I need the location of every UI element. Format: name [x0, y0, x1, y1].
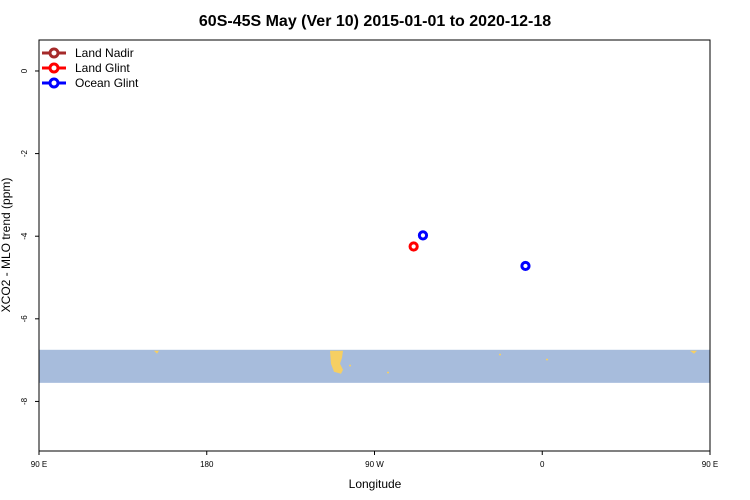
legend-item: Land Nadir	[42, 46, 134, 60]
x-tick-label: 90 E	[702, 460, 718, 469]
island	[349, 364, 351, 367]
x-tick-label: 180	[200, 460, 214, 469]
island	[499, 353, 501, 356]
chart-title: 60S-45S May (Ver 10) 2015-01-01 to 2020-…	[199, 13, 551, 30]
plot-frame	[38, 39, 711, 452]
island	[387, 371, 389, 374]
land-mass	[154, 350, 159, 354]
legend-label: Ocean Glint	[75, 76, 139, 90]
y-axis: 0 -2 -4 -6 -8	[20, 68, 39, 405]
legend-marker	[48, 62, 60, 74]
legend-label: Land Glint	[75, 61, 130, 75]
x-axis-label: Longitude	[349, 477, 402, 491]
x-tick-label: 90 E	[31, 460, 47, 469]
y-tick-label: -8	[20, 397, 29, 405]
y-tick-label: -2	[20, 149, 29, 157]
legend-item: Land Glint	[42, 61, 130, 75]
data-point	[520, 260, 531, 272]
map-band	[39, 349, 710, 383]
legend-item: Ocean Glint	[42, 76, 139, 90]
land-mass	[330, 350, 343, 374]
x-axis: 90 E 180 90 W 0 90 E	[31, 451, 718, 469]
data-point	[408, 241, 419, 252]
island	[546, 358, 548, 361]
y-tick-label: -6	[20, 315, 29, 323]
legend-marker	[48, 77, 60, 89]
x-tick-label: 90 W	[365, 460, 384, 469]
land-mass	[690, 350, 697, 354]
data-points	[408, 230, 531, 272]
y-axis-label: XCO2 - MLO trend (ppm)	[0, 178, 13, 313]
ocean-band	[39, 349, 710, 383]
x-tick-label: 0	[540, 460, 545, 469]
y-tick-label: 0	[20, 68, 29, 73]
legend-label: Land Nadir	[75, 46, 134, 60]
legend-marker	[48, 47, 60, 59]
y-tick-label: -4	[20, 232, 29, 240]
data-point	[417, 230, 429, 241]
